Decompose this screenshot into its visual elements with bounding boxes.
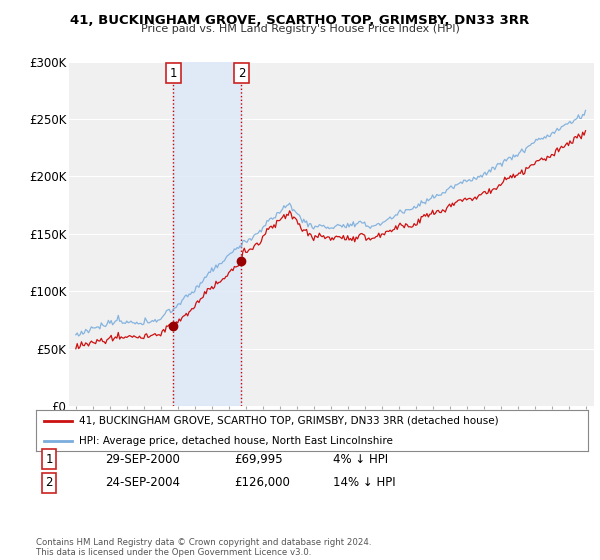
Text: 14% ↓ HPI: 14% ↓ HPI bbox=[333, 476, 395, 489]
Text: 41, BUCKINGHAM GROVE, SCARTHO TOP, GRIMSBY, DN33 3RR (detached house): 41, BUCKINGHAM GROVE, SCARTHO TOP, GRIMS… bbox=[79, 416, 499, 426]
Text: 24-SEP-2004: 24-SEP-2004 bbox=[105, 476, 180, 489]
Text: Price paid vs. HM Land Registry's House Price Index (HPI): Price paid vs. HM Land Registry's House … bbox=[140, 24, 460, 34]
Text: HPI: Average price, detached house, North East Lincolnshire: HPI: Average price, detached house, Nort… bbox=[79, 436, 393, 446]
Text: 1: 1 bbox=[170, 67, 177, 80]
Bar bbox=[173, 62, 241, 406]
Text: 2: 2 bbox=[46, 476, 53, 489]
Text: 29-SEP-2000: 29-SEP-2000 bbox=[105, 452, 180, 466]
Text: Contains HM Land Registry data © Crown copyright and database right 2024.
This d: Contains HM Land Registry data © Crown c… bbox=[36, 538, 371, 557]
Text: £69,995: £69,995 bbox=[234, 452, 283, 466]
Text: 4% ↓ HPI: 4% ↓ HPI bbox=[333, 452, 388, 466]
Text: £126,000: £126,000 bbox=[234, 476, 290, 489]
Text: 2: 2 bbox=[238, 67, 245, 80]
Text: 41, BUCKINGHAM GROVE, SCARTHO TOP, GRIMSBY, DN33 3RR: 41, BUCKINGHAM GROVE, SCARTHO TOP, GRIMS… bbox=[70, 14, 530, 27]
Text: 1: 1 bbox=[46, 452, 53, 466]
